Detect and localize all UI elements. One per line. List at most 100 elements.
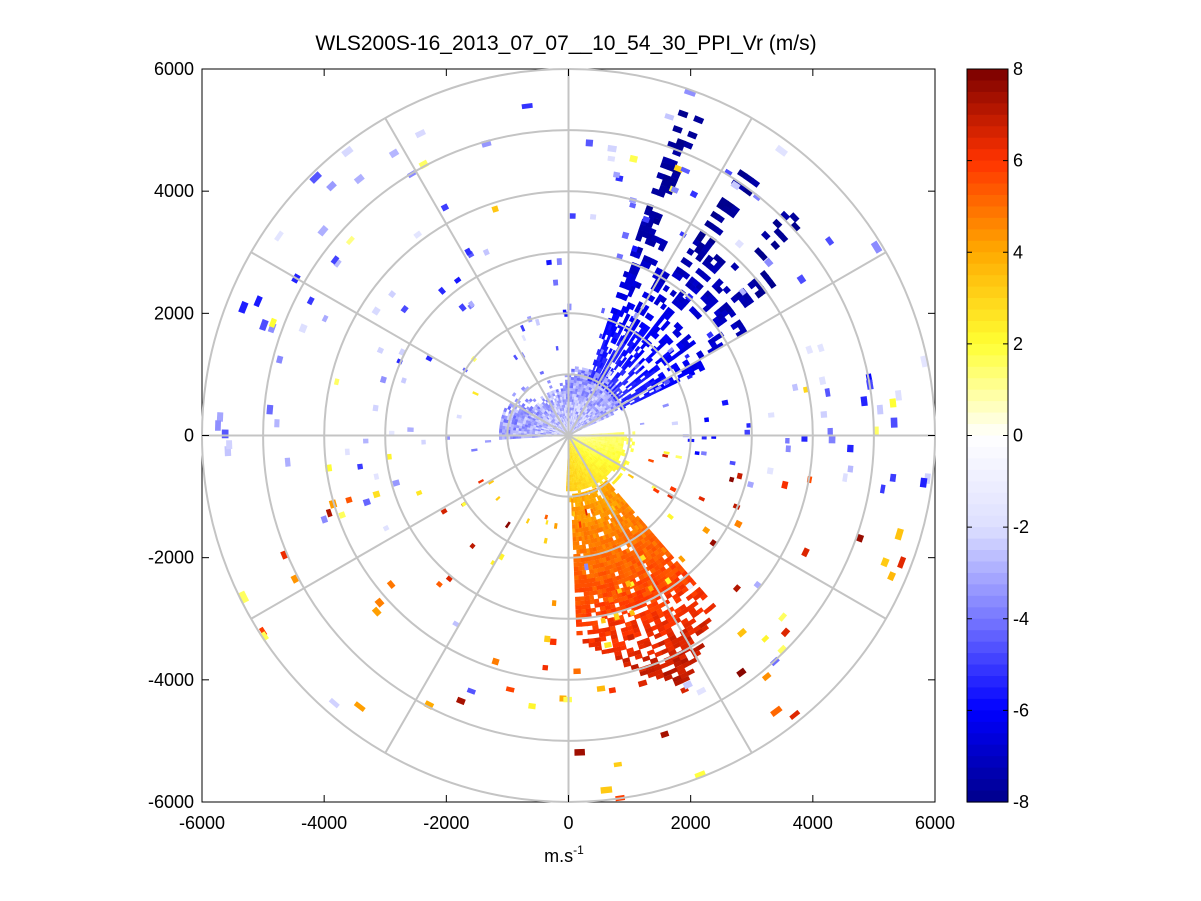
- velocity-cell: [605, 495, 610, 501]
- velocity-cell: [612, 442, 616, 446]
- velocity-cell: [582, 485, 587, 490]
- velocity-cell: [604, 437, 608, 440]
- velocity-cell: [548, 407, 552, 411]
- velocity-cell: [603, 516, 608, 522]
- velocity-cell: [591, 462, 596, 466]
- velocity-cell: [633, 396, 641, 402]
- velocity-scatter-cell: [274, 230, 284, 242]
- velocity-cell: [587, 439, 591, 442]
- velocity-scatter-cell: [482, 248, 490, 256]
- velocity-cell: [581, 450, 584, 454]
- velocity-cell: [530, 414, 535, 419]
- velocity-scatter-cell: [596, 685, 606, 692]
- colorbar-swatch: [967, 630, 1008, 643]
- velocity-cell: [613, 500, 619, 506]
- velocity-cell: [575, 536, 579, 542]
- velocity-cell: [509, 435, 513, 440]
- velocity-cell: [594, 443, 599, 447]
- velocity-cell: [570, 421, 573, 425]
- velocity-cell: [617, 347, 624, 354]
- velocity-cell: [650, 610, 658, 618]
- velocity-cell: [543, 431, 547, 434]
- velocity-cell: [587, 395, 591, 400]
- velocity-cell: [571, 454, 574, 458]
- velocity-cell: [596, 348, 601, 356]
- velocity-cell: [556, 422, 560, 425]
- velocity-cell: [598, 440, 602, 443]
- velocity-cell: [572, 468, 575, 472]
- velocity-cell: [605, 414, 610, 419]
- colorbar-swatch: [967, 160, 1008, 173]
- velocity-cell: [574, 416, 577, 420]
- velocity-cell: [690, 646, 700, 655]
- velocity-cell: [606, 366, 612, 373]
- colorbar-swatch: [967, 584, 1008, 597]
- velocity-cell: [572, 418, 574, 422]
- velocity-cell: [515, 430, 519, 434]
- velocity-cell: [560, 388, 564, 392]
- velocity-cell: [633, 528, 639, 534]
- velocity-cell: [577, 489, 582, 494]
- velocity-cell: [589, 599, 595, 605]
- velocity-cell: [565, 385, 569, 389]
- velocity-cell: [631, 391, 638, 397]
- velocity-cell: [566, 418, 568, 422]
- velocity-cell: [615, 373, 622, 379]
- velocity-cell: [570, 379, 574, 383]
- velocity-cell: [545, 417, 549, 421]
- velocity-cell: [683, 635, 693, 644]
- velocity-cell: [632, 268, 640, 276]
- velocity-cell: [595, 510, 600, 516]
- velocity-scatter-cell: [746, 423, 752, 428]
- velocity-cell: [608, 493, 614, 499]
- velocity-cell: [585, 397, 590, 402]
- velocity-cell: [617, 445, 621, 449]
- velocity-cell: [704, 240, 714, 249]
- velocity-cell: [603, 328, 608, 335]
- velocity-cell: [581, 421, 584, 425]
- velocity-cell: [610, 590, 617, 596]
- velocity-cell: [583, 557, 589, 562]
- velocity-scatter-cell: [847, 444, 854, 453]
- velocity-cell: [601, 592, 608, 598]
- velocity-cell: [622, 318, 628, 326]
- velocity-cell: [584, 417, 588, 421]
- velocity-cell: [585, 406, 589, 411]
- velocity-cell: [580, 604, 586, 610]
- velocity-cell: [581, 446, 585, 449]
- velocity-cell: [590, 455, 594, 460]
- velocity-cell: [588, 638, 595, 644]
- velocity-cell: [685, 668, 695, 677]
- velocity-cell: [581, 441, 585, 444]
- velocity-scatter-cell: [456, 696, 466, 706]
- velocity-cell: [546, 408, 551, 412]
- velocity-cell: [581, 370, 586, 374]
- velocity-cell: [644, 355, 652, 362]
- velocity-cell: [575, 383, 580, 387]
- colorbar-swatch: [967, 149, 1008, 162]
- velocity-cell: [571, 466, 575, 470]
- velocity-cell: [649, 380, 657, 386]
- velocity-cell: [629, 509, 636, 515]
- velocity-cell: [623, 661, 632, 668]
- velocity-cell: [590, 437, 594, 440]
- velocity-scatter-cell: [290, 574, 299, 584]
- velocity-cell: [685, 593, 694, 602]
- velocity-cell: [577, 425, 580, 429]
- velocity-cell: [614, 444, 618, 449]
- velocity-cell: [730, 204, 741, 214]
- velocity-scatter-cell: [879, 484, 886, 494]
- velocity-cell: [621, 378, 628, 385]
- velocity-cell: [601, 649, 609, 655]
- velocity-cell: [592, 457, 596, 462]
- velocity-cell: [603, 511, 609, 517]
- velocity-cell: [612, 439, 616, 443]
- velocity-cell: [552, 418, 556, 422]
- velocity-cell: [656, 281, 665, 289]
- velocity-scatter-cell: [607, 155, 616, 162]
- velocity-cell: [659, 629, 668, 637]
- velocity-scatter-cell: [504, 521, 511, 529]
- velocity-scatter-cell: [775, 144, 788, 157]
- velocity-cell: [638, 518, 644, 525]
- velocity-cell: [544, 414, 548, 418]
